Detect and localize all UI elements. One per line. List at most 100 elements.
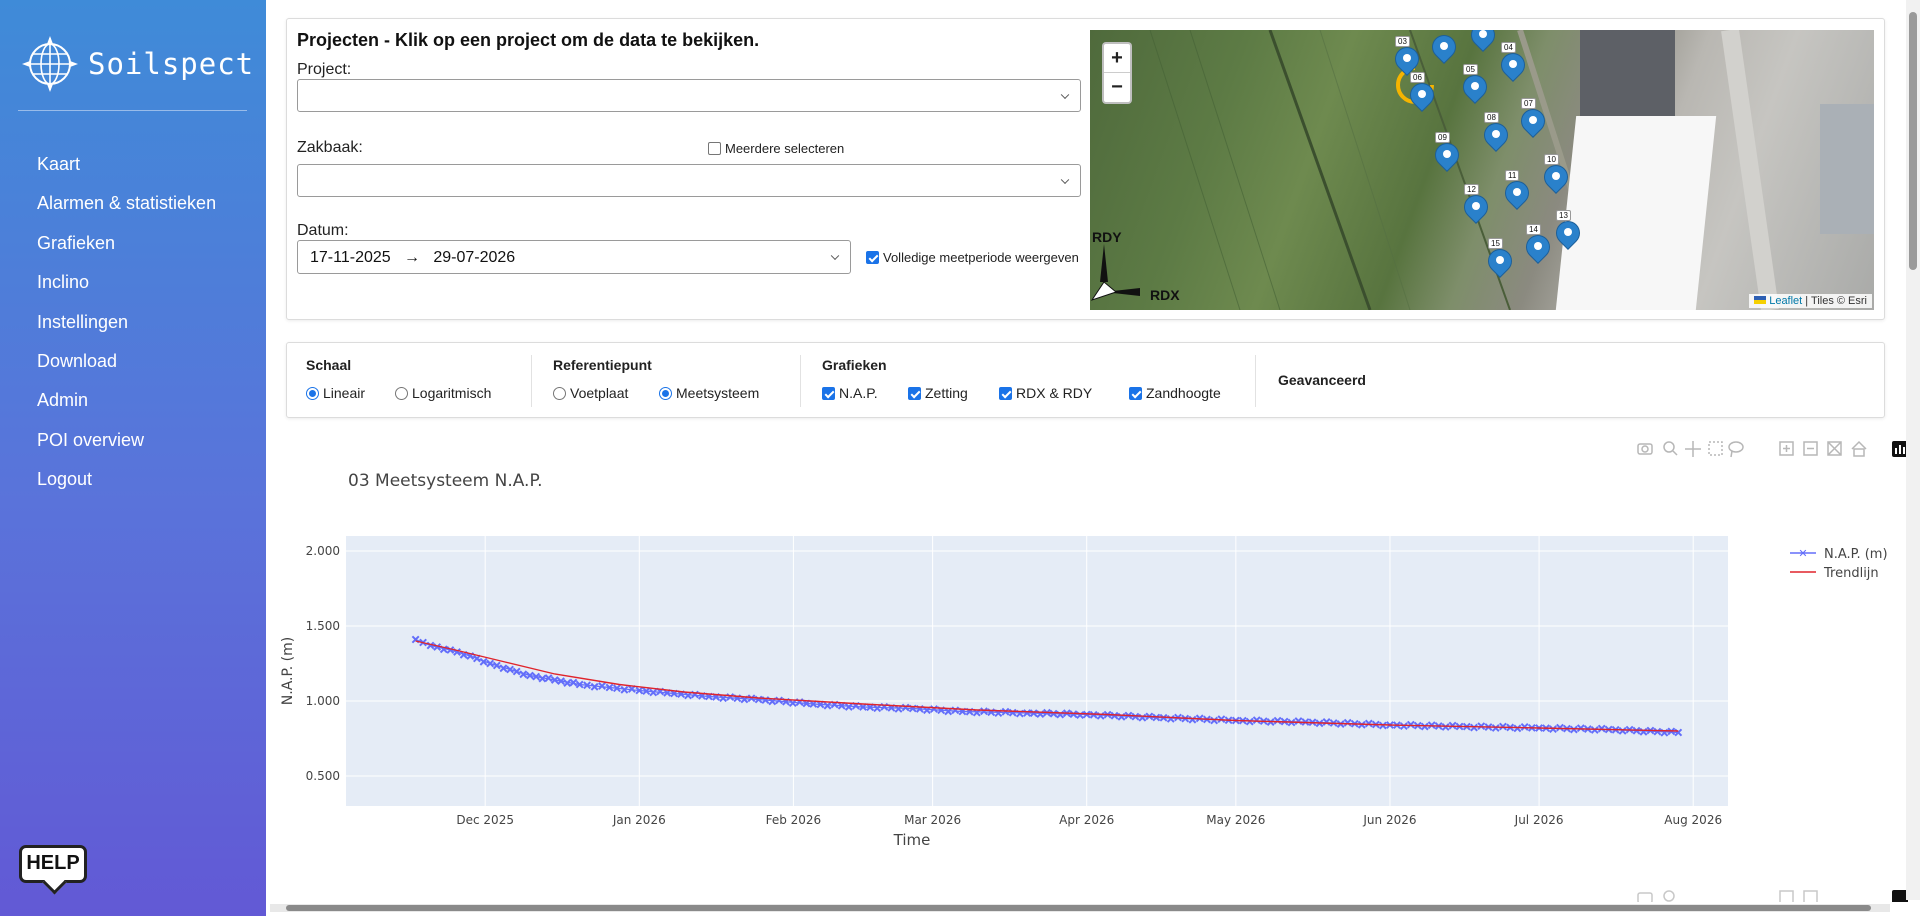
marker-extra[interactable] <box>1428 31 1460 72</box>
rdx-rdy-option[interactable]: RDX & RDY <box>999 385 1092 401</box>
pan-icon[interactable] <box>1685 441 1701 457</box>
sidebar-item-kaart[interactable]: Kaart <box>37 154 81 174</box>
sidebar-item-poi-overview[interactable]: POI overview <box>37 429 145 450</box>
series-nap-marker <box>1069 710 1078 719</box>
sidebar-item-alarmen[interactable]: Alarmen & statistieken <box>37 193 217 214</box>
zandhoogte-checkbox[interactable] <box>1129 387 1142 400</box>
marker-09[interactable]: 09 <box>1431 132 1463 180</box>
map-view[interactable]: 03 04 05 06 07 08 09 10 11 12 13 14 15 +… <box>1090 30 1874 310</box>
marker-04[interactable]: 04 <box>1497 42 1529 90</box>
plot-area[interactable] <box>346 536 1728 806</box>
marker-08[interactable]: 08 <box>1480 112 1512 160</box>
legend-item-trend[interactable]: Trendlijn <box>1823 566 1879 581</box>
full-period-checkbox[interactable] <box>866 251 879 264</box>
rdx-rdy-checkbox[interactable] <box>999 387 1012 400</box>
zoom-icon[interactable] <box>1663 441 1678 456</box>
legend-item-nap[interactable]: N.A.P. (m) <box>1824 547 1888 562</box>
sidebar-item-admin[interactable]: Admin <box>37 390 89 411</box>
marker-12[interactable]: 12 <box>1460 184 1492 232</box>
schaal-lineair-option[interactable]: Lineair <box>306 385 365 401</box>
box-select-icon[interactable] <box>1708 441 1723 456</box>
marker-stroke <box>598 682 606 690</box>
multi-select-checkbox[interactable] <box>708 142 721 155</box>
zoom-out-minus-icon[interactable] <box>1803 441 1818 456</box>
marker-03[interactable]: 03 <box>1391 36 1423 84</box>
project-select[interactable] <box>297 79 1081 112</box>
zetting-checkbox[interactable] <box>908 387 921 400</box>
marker-13[interactable]: 13 <box>1552 210 1584 258</box>
series-nap-marker <box>1364 719 1373 728</box>
voetplaat-radio[interactable] <box>553 387 566 400</box>
autoscale-icon[interactable] <box>1827 441 1842 456</box>
brand-logo[interactable]: Soilspect <box>22 36 254 92</box>
sidebar-item-logout[interactable]: Logout <box>37 469 93 490</box>
marker-07[interactable]: 07 <box>1517 98 1549 146</box>
sidebar-item-inclino[interactable]: Inclino <box>37 272 90 293</box>
series-nap-marker <box>1131 712 1140 721</box>
marker-label: 09 <box>1435 132 1450 143</box>
marker-stroke <box>1420 722 1429 731</box>
marker-stroke <box>1008 708 1017 717</box>
camera-icon[interactable] <box>1637 892 1653 902</box>
plotly-logo-icon[interactable] <box>1892 890 1908 902</box>
leaflet-link[interactable]: Leaflet <box>1769 295 1803 307</box>
marker-05[interactable]: 05 <box>1459 64 1491 112</box>
marker-stroke <box>1364 719 1373 728</box>
sidebar-nav: Kaart Alarmen & statistieken Grafieken I… <box>37 152 216 507</box>
meetsysteem-radio[interactable] <box>659 387 672 400</box>
horizontal-scrollbar-thumb[interactable] <box>286 905 1871 911</box>
series-nap-marker <box>575 680 584 689</box>
date-range-picker[interactable]: 17-11-2025 → 29-07-2026 <box>297 240 851 274</box>
zoom-in-plus-icon[interactable] <box>1779 890 1794 902</box>
sidebar-item-instellingen[interactable]: Instellingen <box>37 311 129 332</box>
zoom-out-minus-icon[interactable] <box>1803 890 1818 902</box>
full-period-option[interactable]: Volledige meetperiode weergeven <box>866 250 1079 265</box>
advanced-toggle[interactable]: Geavanceerd <box>1278 372 1366 388</box>
plotly-logo-icon[interactable] <box>1892 441 1908 457</box>
schaal-lineair-label: Lineair <box>323 385 366 401</box>
nap-checkbox[interactable] <box>822 387 835 400</box>
zoom-icon[interactable] <box>1663 890 1675 902</box>
marker-stroke <box>575 680 584 689</box>
marker-extra[interactable] <box>1467 30 1499 60</box>
marker-stroke <box>980 707 988 716</box>
zoom-out-button[interactable]: − <box>1111 76 1123 98</box>
marker-15[interactable]: 15 <box>1484 238 1516 286</box>
meetsysteem-option[interactable]: Meetsysteem <box>659 385 759 401</box>
marker-stroke <box>1590 726 1599 734</box>
marker-label: 13 <box>1556 210 1571 221</box>
lasso-icon[interactable] <box>1728 441 1744 458</box>
zandhoogte-option[interactable]: Zandhoogte <box>1129 385 1221 401</box>
zoom-in-button[interactable]: + <box>1104 44 1130 73</box>
marker-14[interactable]: 14 <box>1522 224 1554 272</box>
home-icon[interactable] <box>1851 440 1867 457</box>
marker-stroke <box>1477 722 1486 731</box>
vertical-scrollbar-thumb[interactable] <box>1909 12 1917 270</box>
zetting-option[interactable]: Zetting <box>908 385 968 401</box>
zetting-label: Zetting <box>925 385 968 401</box>
voetplaat-option[interactable]: Voetplaat <box>553 385 628 401</box>
multi-select-option[interactable]: Meerdere selecteren <box>708 141 844 156</box>
zoom-in-plus-icon[interactable] <box>1779 441 1794 456</box>
marker-06[interactable]: 06 <box>1406 72 1438 120</box>
marker-stroke <box>1499 722 1507 731</box>
help-button[interactable]: HELP <box>19 845 87 883</box>
x-axis-label: Time <box>893 831 931 849</box>
marker-11[interactable]: 11 <box>1501 170 1533 218</box>
nap-option[interactable]: N.A.P. <box>822 385 878 401</box>
marker-10[interactable]: 10 <box>1540 154 1572 202</box>
nap-chart[interactable]: 03 Meetsysteem N.A.P. 0.500 1.000 1.500 2.0… <box>266 460 1906 860</box>
sidebar-item-download[interactable]: Download <box>37 350 118 371</box>
series-nap-marker <box>1520 723 1529 731</box>
marker-stroke <box>901 703 910 712</box>
sidebar-item-grafieken[interactable]: Grafieken <box>37 232 116 253</box>
schaal-lineair-radio[interactable] <box>306 387 319 400</box>
sidebar: Soilspect Kaart Alarmen & statistieken G… <box>0 0 266 916</box>
schaal-log-option[interactable]: Logaritmisch <box>395 385 491 401</box>
series-nap-marker <box>598 682 606 690</box>
camera-icon[interactable] <box>1637 443 1653 455</box>
schaal-log-radio[interactable] <box>395 387 408 400</box>
marker-stroke <box>538 674 547 683</box>
series-nap-marker <box>532 672 541 681</box>
zakbaak-select[interactable] <box>297 164 1081 197</box>
